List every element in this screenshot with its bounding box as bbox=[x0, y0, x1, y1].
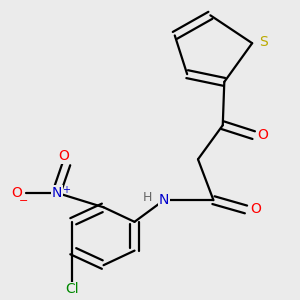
Text: Cl: Cl bbox=[65, 282, 79, 296]
Text: O: O bbox=[11, 186, 22, 200]
Text: H: H bbox=[143, 190, 152, 204]
Text: O: O bbox=[58, 149, 69, 163]
Text: +: + bbox=[62, 184, 70, 195]
Text: O: O bbox=[250, 202, 261, 216]
Text: S: S bbox=[260, 34, 268, 49]
Text: N: N bbox=[52, 186, 62, 200]
Text: −: − bbox=[19, 196, 29, 206]
Text: O: O bbox=[258, 128, 268, 142]
Text: N: N bbox=[159, 193, 169, 207]
